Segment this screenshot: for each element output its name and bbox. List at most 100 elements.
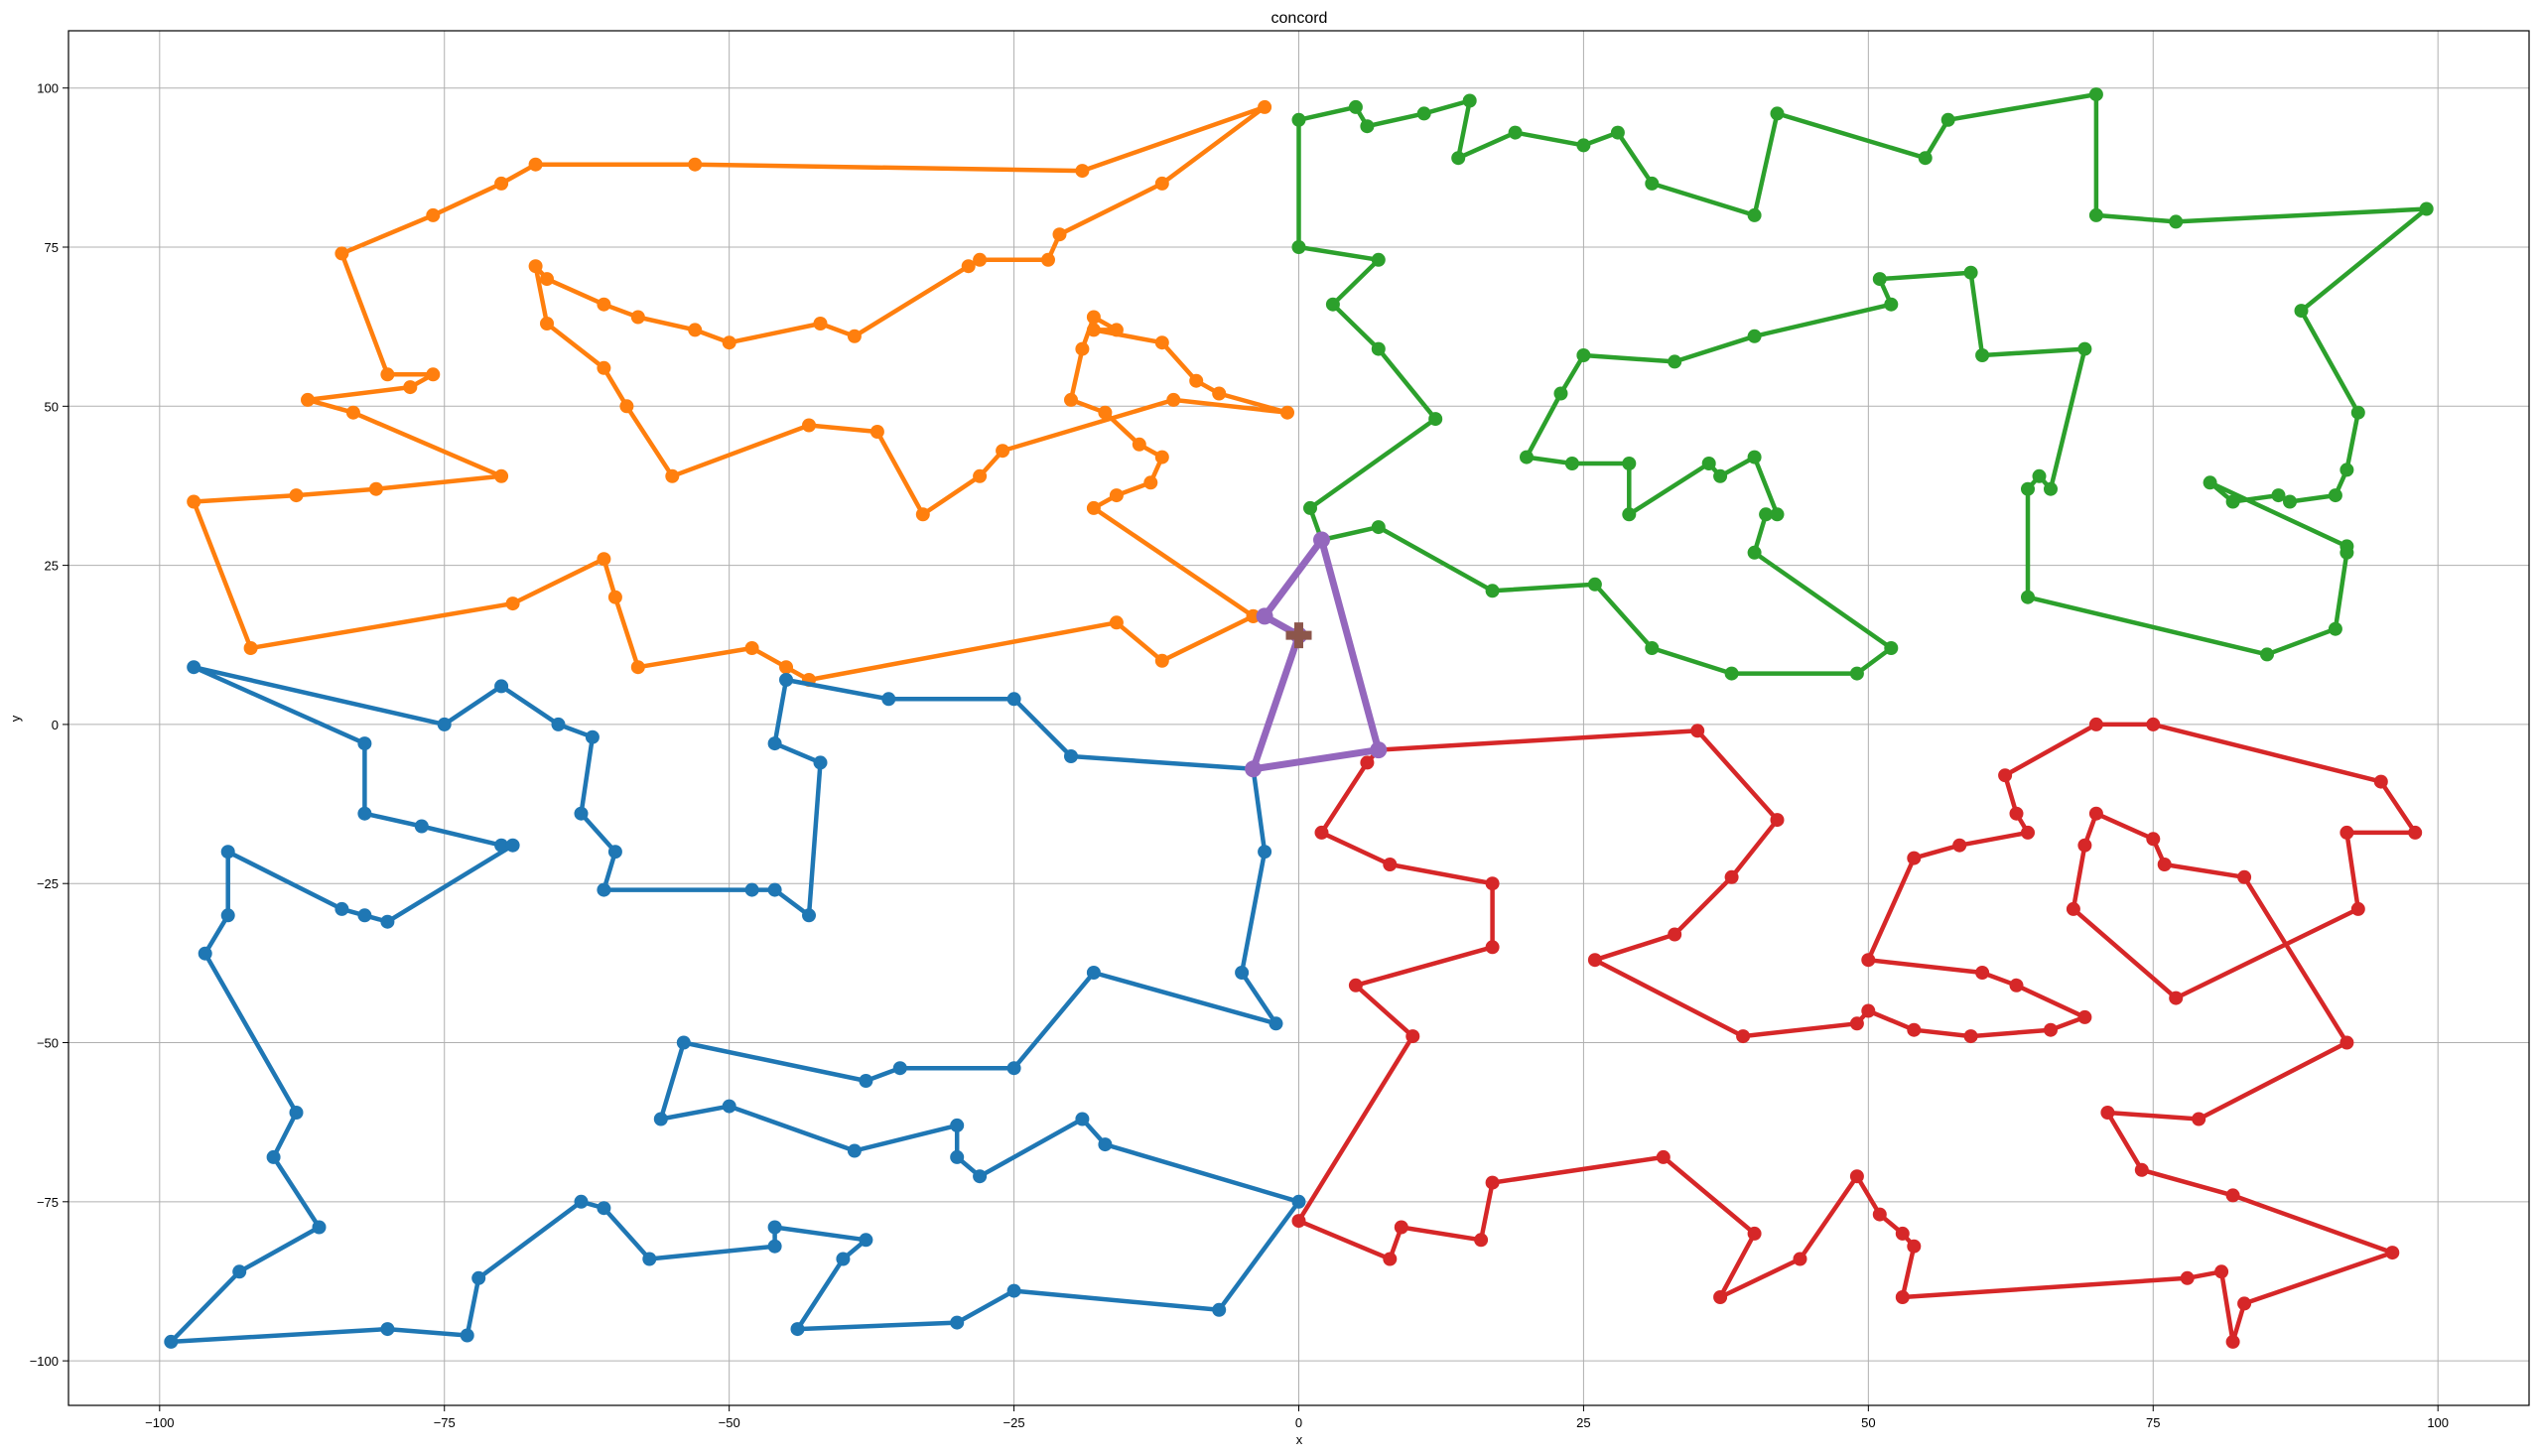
route-point [1952,838,1967,853]
route-point [1371,520,1386,535]
y-tick-label: −50 [37,1036,59,1051]
route-point [688,157,703,172]
route-point [380,1322,395,1337]
ticks: −100 −75 −50 −25 0 25 50 75 100 −100 −75 −50 −25 0 25 5… [30,81,2449,1430]
route-point [1587,577,1602,592]
route-point [1622,457,1637,470]
route-point [1690,724,1705,738]
route-point [2419,201,2434,216]
route-point [1485,584,1500,598]
y-tick-label: −100 [30,1354,59,1369]
route-point [802,418,816,433]
route-point [767,882,782,897]
route-point [1109,615,1124,630]
route-point [289,488,304,503]
chart-title: concord [1271,10,1328,27]
route-point [847,1143,862,1158]
route-point [1154,653,1169,668]
route-point [1291,1194,1306,1209]
route-point [2203,475,2217,490]
route-point [1098,405,1113,420]
route-line [1296,91,2429,676]
x-tick-label: −100 [145,1415,174,1430]
y-tick-label: −25 [37,876,59,891]
route-point [1258,99,1272,114]
route-point [1109,323,1124,337]
route-point [403,380,418,395]
route-point [2225,494,2240,509]
route-point [368,481,383,496]
route-point [2192,1112,2206,1126]
route-point [2408,825,2423,840]
x-tick-label: 25 [1576,1415,1590,1430]
route-point [836,1252,851,1266]
route-point [585,729,600,744]
route-point [1235,966,1250,980]
route-point [665,468,680,483]
x-tick-label: −25 [1003,1415,1025,1430]
x-tick-label: −50 [719,1415,740,1430]
route-point [607,845,622,860]
route-point [1303,500,1317,515]
route-point [574,806,589,821]
route-point [813,317,828,331]
route-point [528,157,543,172]
route-point [1256,607,1273,625]
route-point [426,367,441,382]
y-tick-label: 50 [45,399,59,414]
route-point [1895,1290,1910,1304]
route-point [2339,825,2354,840]
route-point [597,552,611,567]
route-point [1770,106,1785,121]
route-point [1474,1233,1489,1248]
route-point [540,317,554,331]
route-point [2021,481,2035,496]
route-point [220,845,235,860]
route-point [2088,806,2103,821]
route-point [1154,335,1169,350]
route-point [1759,507,1774,522]
route-point [220,908,235,923]
route-point [2350,901,2365,916]
route-point [950,1118,965,1132]
route-point [2373,774,2388,789]
route-point [1975,348,1990,362]
route-point [1998,768,2013,783]
route-point [1416,106,1431,121]
route-point [494,838,509,853]
route-point [767,1239,782,1254]
route-point [2088,207,2103,222]
route-point [1348,978,1363,993]
route-point [1006,692,1021,707]
route-point [2021,590,2035,604]
route-point [1291,1214,1306,1229]
route-point [676,1035,691,1050]
route-point [597,882,611,897]
route-point [1485,940,1500,955]
route-point [2146,717,2161,731]
route-point [494,176,509,191]
route-point [1975,966,1990,980]
route-point [1485,1175,1500,1190]
x-tick-label: 50 [1861,1415,1875,1430]
route-point [1861,953,1876,968]
route-point [460,1328,474,1343]
route-point [494,679,509,694]
route-point [1052,227,1067,242]
route-point [1075,341,1090,356]
route-point [2044,481,2058,496]
route-point [2009,806,2024,821]
route-point [574,1194,589,1209]
route-point [1940,112,1955,127]
route-point [847,329,862,343]
route-point [164,1334,179,1349]
route-point [1713,468,1728,483]
route-point [1713,1290,1728,1304]
route-point [334,901,349,916]
route-point [414,819,429,834]
route-point [1360,119,1375,134]
route-point [505,838,520,853]
route-point [744,882,759,897]
route-point [266,1149,281,1164]
route-point [1371,252,1386,267]
